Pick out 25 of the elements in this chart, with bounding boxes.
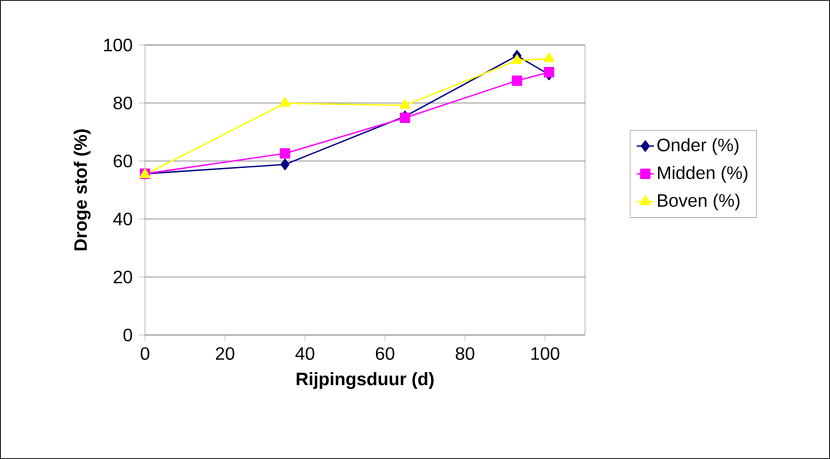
point bbox=[544, 52, 554, 62]
point bbox=[280, 97, 290, 107]
x-tick-label: 100 bbox=[531, 347, 560, 360]
y-tick-label: 20 bbox=[114, 270, 132, 284]
point bbox=[512, 54, 522, 64]
y-tick-label: 80 bbox=[114, 96, 132, 110]
point bbox=[280, 148, 290, 159]
y-axis-title: Droge stof (%) bbox=[74, 129, 91, 250]
point bbox=[400, 99, 410, 109]
x-tick-label: 60 bbox=[376, 347, 394, 360]
y-tick-label: 60 bbox=[114, 154, 132, 168]
legend-label: Onder (%) bbox=[657, 138, 738, 155]
x-tick-label: 40 bbox=[295, 347, 314, 360]
point bbox=[512, 75, 522, 86]
legend-label: Midden (%) bbox=[658, 166, 748, 183]
point bbox=[544, 67, 554, 78]
x-axis-title: Rijpingsduur (d) bbox=[296, 372, 434, 389]
legend-label: Boven (%) bbox=[658, 194, 740, 210]
x-tick-label: 0 bbox=[140, 347, 150, 360]
point bbox=[280, 158, 290, 170]
x-tick-label: 20 bbox=[216, 347, 234, 360]
y-tick-label: 100 bbox=[104, 38, 132, 52]
y-tick-label: 0 bbox=[124, 328, 132, 342]
y-tick-label: 40 bbox=[113, 212, 132, 226]
x-tick-label: 80 bbox=[456, 347, 474, 360]
